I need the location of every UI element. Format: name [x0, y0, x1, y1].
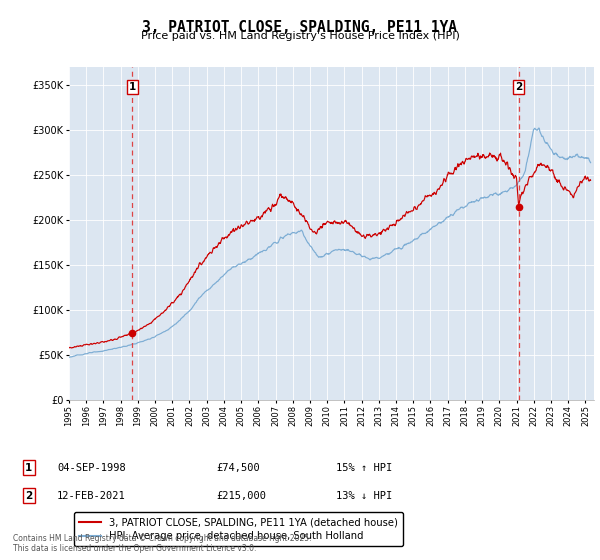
- Text: 2: 2: [515, 82, 522, 92]
- Text: 1: 1: [128, 82, 136, 92]
- Text: 12-FEB-2021: 12-FEB-2021: [57, 491, 126, 501]
- Text: 2: 2: [25, 491, 32, 501]
- Text: 1: 1: [25, 463, 32, 473]
- Text: 13% ↓ HPI: 13% ↓ HPI: [336, 491, 392, 501]
- Legend: 3, PATRIOT CLOSE, SPALDING, PE11 1YA (detached house), HPI: Average price, detac: 3, PATRIOT CLOSE, SPALDING, PE11 1YA (de…: [74, 512, 403, 546]
- Text: 15% ↑ HPI: 15% ↑ HPI: [336, 463, 392, 473]
- Text: Contains HM Land Registry data © Crown copyright and database right 2025.
This d: Contains HM Land Registry data © Crown c…: [13, 534, 312, 553]
- Text: Price paid vs. HM Land Registry's House Price Index (HPI): Price paid vs. HM Land Registry's House …: [140, 31, 460, 41]
- Text: 3, PATRIOT CLOSE, SPALDING, PE11 1YA: 3, PATRIOT CLOSE, SPALDING, PE11 1YA: [143, 20, 458, 35]
- Text: £215,000: £215,000: [216, 491, 266, 501]
- Text: 04-SEP-1998: 04-SEP-1998: [57, 463, 126, 473]
- Text: £74,500: £74,500: [216, 463, 260, 473]
